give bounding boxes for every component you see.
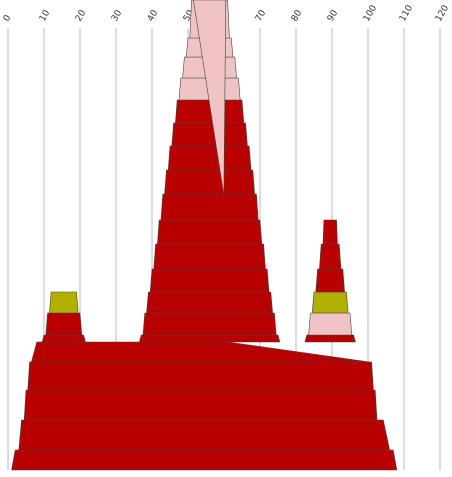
- layer-10-segment-0: [157, 219, 263, 245]
- layer-6-segment-1: [142, 312, 277, 336]
- x-tick-label-30: 30: [110, 8, 125, 23]
- x-tick-label-40: 40: [146, 8, 161, 23]
- x-tick-label-120: 120: [434, 3, 451, 23]
- x-tick-label-80: 80: [290, 8, 305, 23]
- layer-0-segment-0: [11, 449, 398, 471]
- layer-1-segment-0: [18, 419, 390, 451]
- layer-8-segment-0: [149, 268, 270, 293]
- layer-14-segment-0: [171, 122, 248, 147]
- layer-3-segment-0: [27, 361, 374, 391]
- layer-6-segment-0: [45, 312, 83, 336]
- layer-7-segment-0: [49, 291, 79, 314]
- x-tick-label-10: 10: [38, 8, 53, 23]
- layer-8-segment-1: [315, 268, 345, 293]
- layer-11-segment-0: [160, 193, 259, 221]
- layer-7-segment-2: [311, 291, 349, 314]
- layer-2-segment-0: [23, 389, 378, 421]
- layer-5-segment-2: [304, 334, 356, 343]
- layer-20-segment-0: [193, 0, 227, 196]
- layer-4-segment-0: [31, 341, 370, 363]
- x-tick-label-100: 100: [362, 3, 379, 23]
- layer-10-segment-1: [322, 219, 338, 245]
- layer-9-segment-1: [319, 243, 342, 270]
- x-tick-label-110: 110: [398, 3, 415, 23]
- stacked-area-shapes: [11, 0, 398, 471]
- x-tick-label-90: 90: [326, 8, 341, 23]
- x-tick-label-70: 70: [254, 8, 269, 23]
- layer-5-segment-1: [139, 334, 281, 343]
- layer-9-segment-0: [153, 243, 266, 270]
- x-tick-label-20: 20: [74, 8, 89, 23]
- x-tick-label-0: 0: [2, 13, 14, 23]
- layer-7-segment-1: [146, 291, 273, 314]
- layer-5-segment-0: [41, 334, 86, 343]
- layer-13-segment-0: [167, 145, 252, 171]
- layer-12-segment-0: [164, 169, 255, 195]
- layer-6-segment-2: [308, 312, 353, 336]
